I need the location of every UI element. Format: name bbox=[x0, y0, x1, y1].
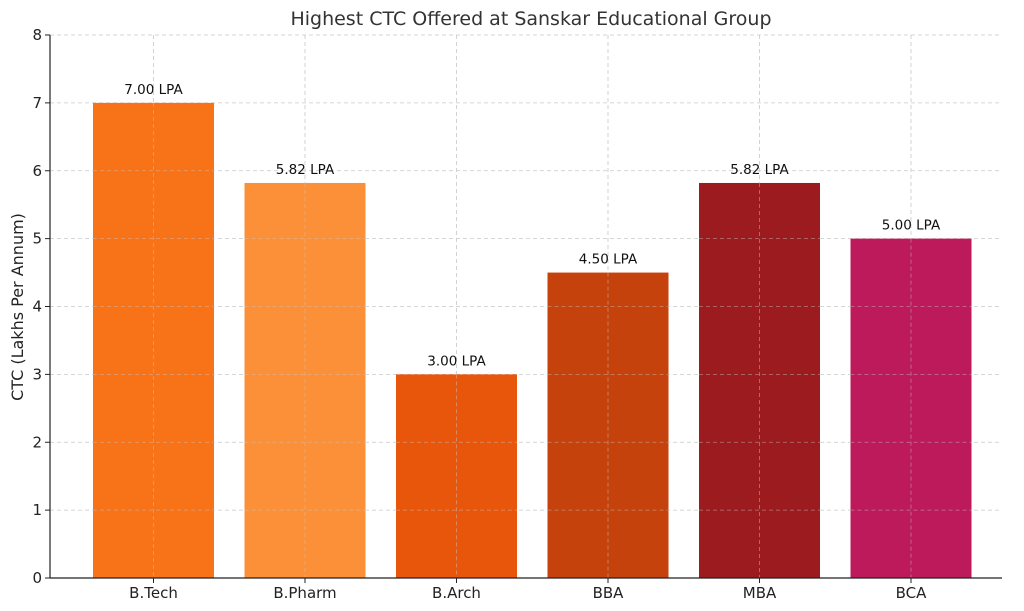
y-tick-label: 1 bbox=[32, 501, 42, 519]
y-tick-label: 5 bbox=[32, 230, 42, 248]
data-label: 4.50 LPA bbox=[579, 252, 638, 268]
y-tick-label: 2 bbox=[32, 433, 42, 451]
x-tick-label: B.Pharm bbox=[273, 584, 336, 602]
y-tick-label: 0 bbox=[32, 569, 42, 587]
y-tick-label: 6 bbox=[32, 162, 42, 180]
y-tick-label: 7 bbox=[32, 94, 42, 112]
x-tick-label: B.Arch bbox=[432, 584, 481, 602]
y-tick-label: 3 bbox=[32, 365, 42, 383]
x-tick-label: B.Tech bbox=[129, 584, 178, 602]
data-label: 3.00 LPA bbox=[427, 353, 486, 369]
grid bbox=[50, 34, 1002, 578]
y-tick-label: 4 bbox=[32, 298, 42, 316]
x-axis-ticks: B.Tech B.Pharm B.Arch BBA MBA BCA bbox=[129, 578, 927, 602]
x-tick-label: BBA bbox=[593, 584, 625, 602]
x-tick-label: BCA bbox=[896, 584, 928, 602]
y-axis-label: CTC (Lakhs Per Annum) bbox=[8, 213, 27, 401]
data-labels: 7.00 LPA 5.82 LPA 3.00 LPA 4.50 LPA 5.82 LPA… bbox=[124, 82, 941, 370]
data-label: 5.82 LPA bbox=[730, 162, 789, 178]
x-tick-label: MBA bbox=[743, 584, 777, 602]
bars bbox=[93, 102, 972, 578]
data-label: 5.00 LPA bbox=[882, 218, 941, 234]
data-label: 7.00 LPA bbox=[124, 82, 183, 98]
y-axis-ticks: 0 1 2 3 4 5 6 7 8 bbox=[32, 26, 50, 587]
data-label: 5.82 LPA bbox=[276, 162, 335, 178]
y-tick-label: 8 bbox=[32, 26, 42, 44]
grid-overlay bbox=[93, 102, 972, 578]
chart-title: Highest CTC Offered at Sanskar Education… bbox=[290, 8, 771, 30]
